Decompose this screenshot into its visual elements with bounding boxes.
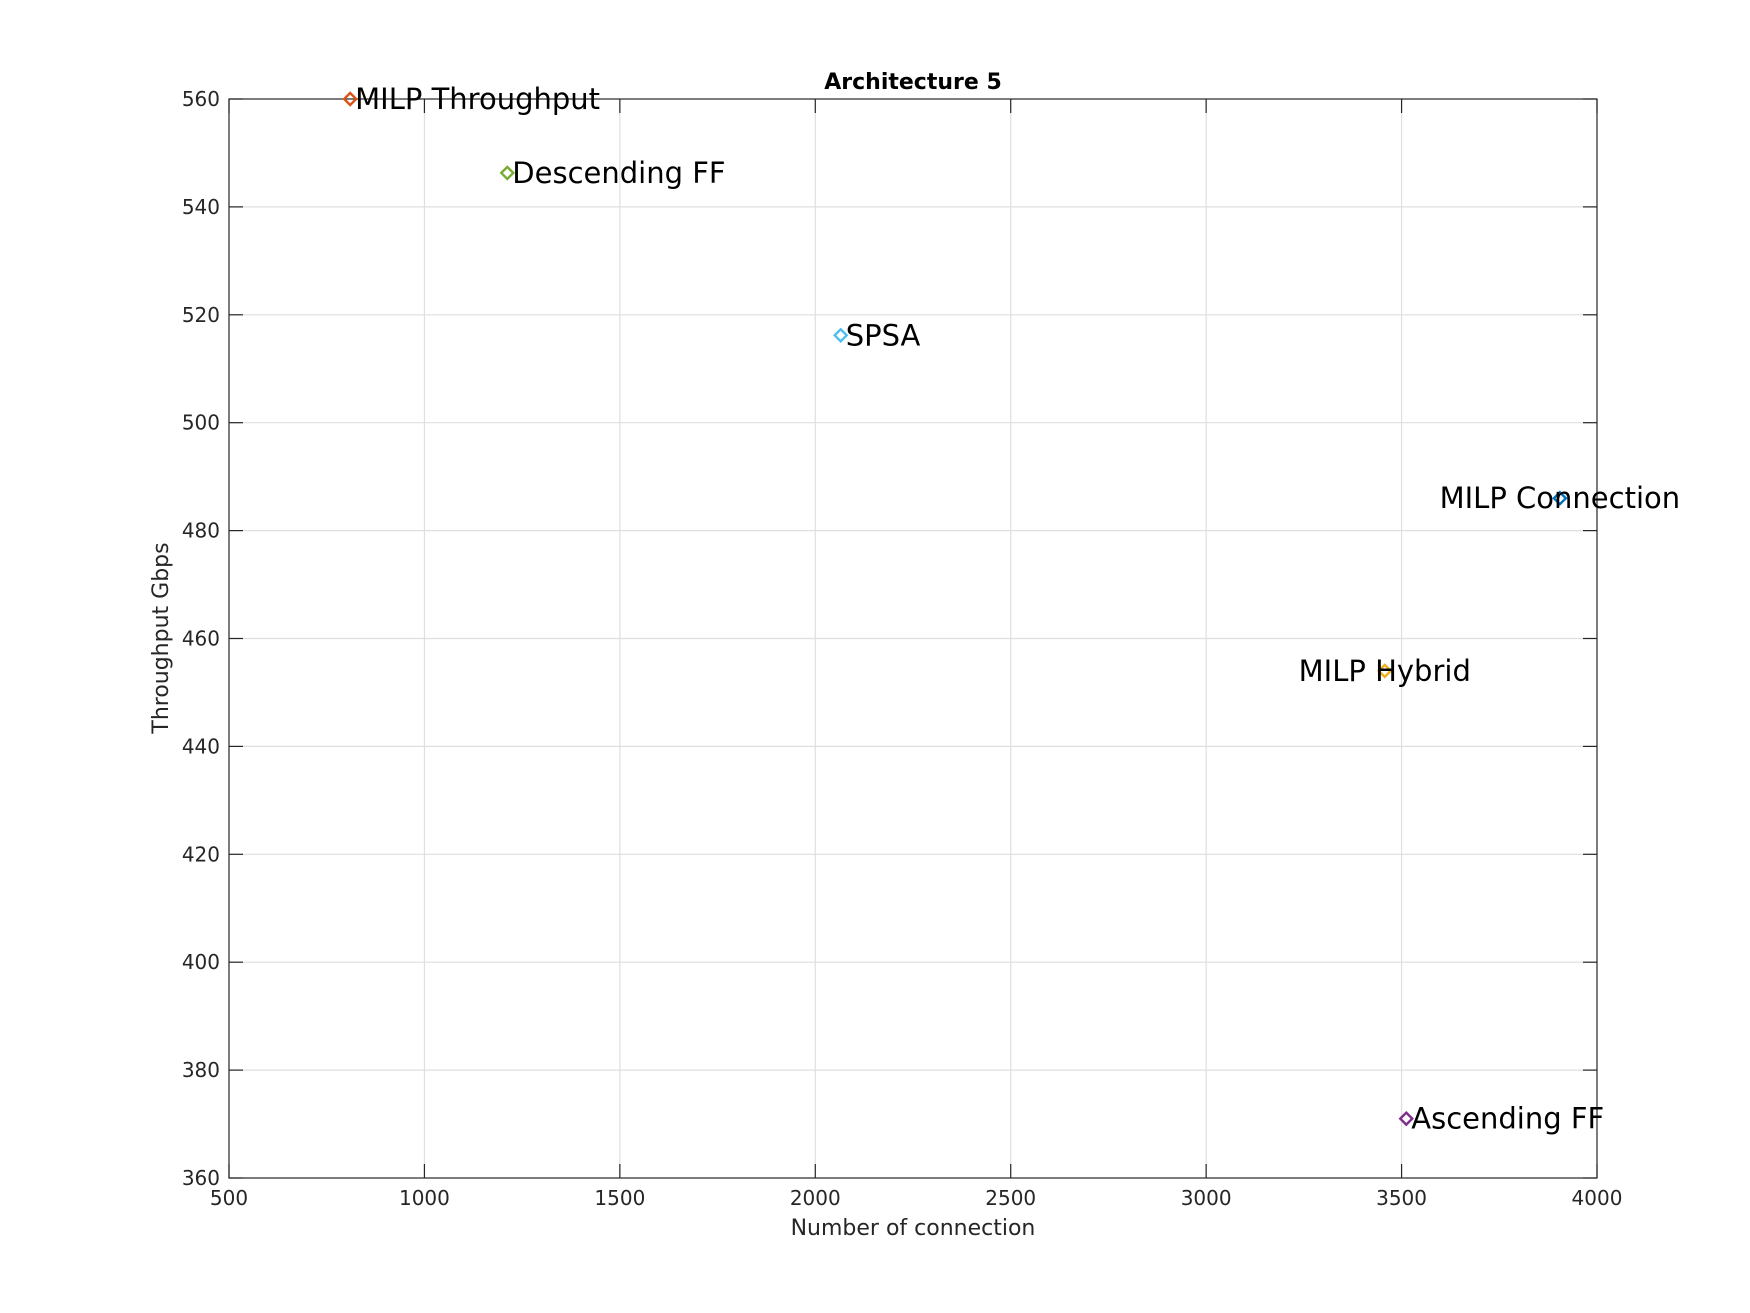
x-tick-label: 1500 (594, 1186, 645, 1210)
x-tick-label: 500 (210, 1186, 248, 1210)
data-point-label: MILP Throughput (355, 82, 600, 116)
y-tick-label: 500 (182, 411, 220, 435)
data-point-label: SPSA (846, 318, 921, 352)
x-tick-label: 2000 (790, 1186, 841, 1210)
data-point-marker (1552, 490, 1568, 506)
data-point-label: MILP Hybrid (1299, 654, 1471, 688)
data-point-marker (1398, 1110, 1414, 1127)
y-tick-label: 460 (182, 627, 220, 651)
y-tick-label: 360 (182, 1166, 220, 1190)
x-tick-label: 1000 (399, 1186, 450, 1210)
x-tick-label: 3500 (1376, 1186, 1427, 1210)
data-point-label: Descending FF (512, 156, 725, 190)
y-tick-label: 480 (182, 519, 220, 543)
x-axis-title: Number of connection (791, 1216, 1036, 1241)
y-tick-label: 380 (182, 1058, 220, 1082)
x-tick-label: 4000 (1572, 1186, 1623, 1210)
data-point-label: MILP Connection (1440, 481, 1681, 515)
data-point-label: Ascending FF (1411, 1102, 1604, 1136)
x-tick-label: 3000 (1181, 1186, 1232, 1210)
y-axis-tick-labels: 360 380 400 420 440 460 480 500 520 540 560 (182, 87, 220, 1190)
y-tick-label: 440 (182, 734, 220, 758)
data-point-marker (342, 91, 358, 107)
x-tick-label: 2500 (985, 1186, 1036, 1210)
axes-box (228, 98, 1598, 1179)
data-points (342, 91, 1568, 1127)
y-tick-label: 520 (182, 303, 220, 327)
data-point-marker (1377, 663, 1393, 679)
grid-lines (229, 99, 1597, 1178)
chart-title: Architecture 5 (824, 70, 1002, 95)
y-axis-title: Throughput Gbps (149, 542, 174, 734)
y-tick-label: 540 (182, 195, 220, 219)
data-point-marker (832, 327, 849, 343)
y-tick-label: 420 (182, 842, 220, 866)
y-tick-label: 560 (182, 87, 220, 111)
data-point-labels: MILP Throughput Descending FF SPSA MILP Con… (355, 82, 1680, 1136)
y-tick-label: 400 (182, 950, 220, 974)
x-axis-tick-labels: 500 1000 1500 2000 2500 3000 3500 4000 (210, 1186, 1623, 1210)
data-point-marker (499, 165, 515, 181)
